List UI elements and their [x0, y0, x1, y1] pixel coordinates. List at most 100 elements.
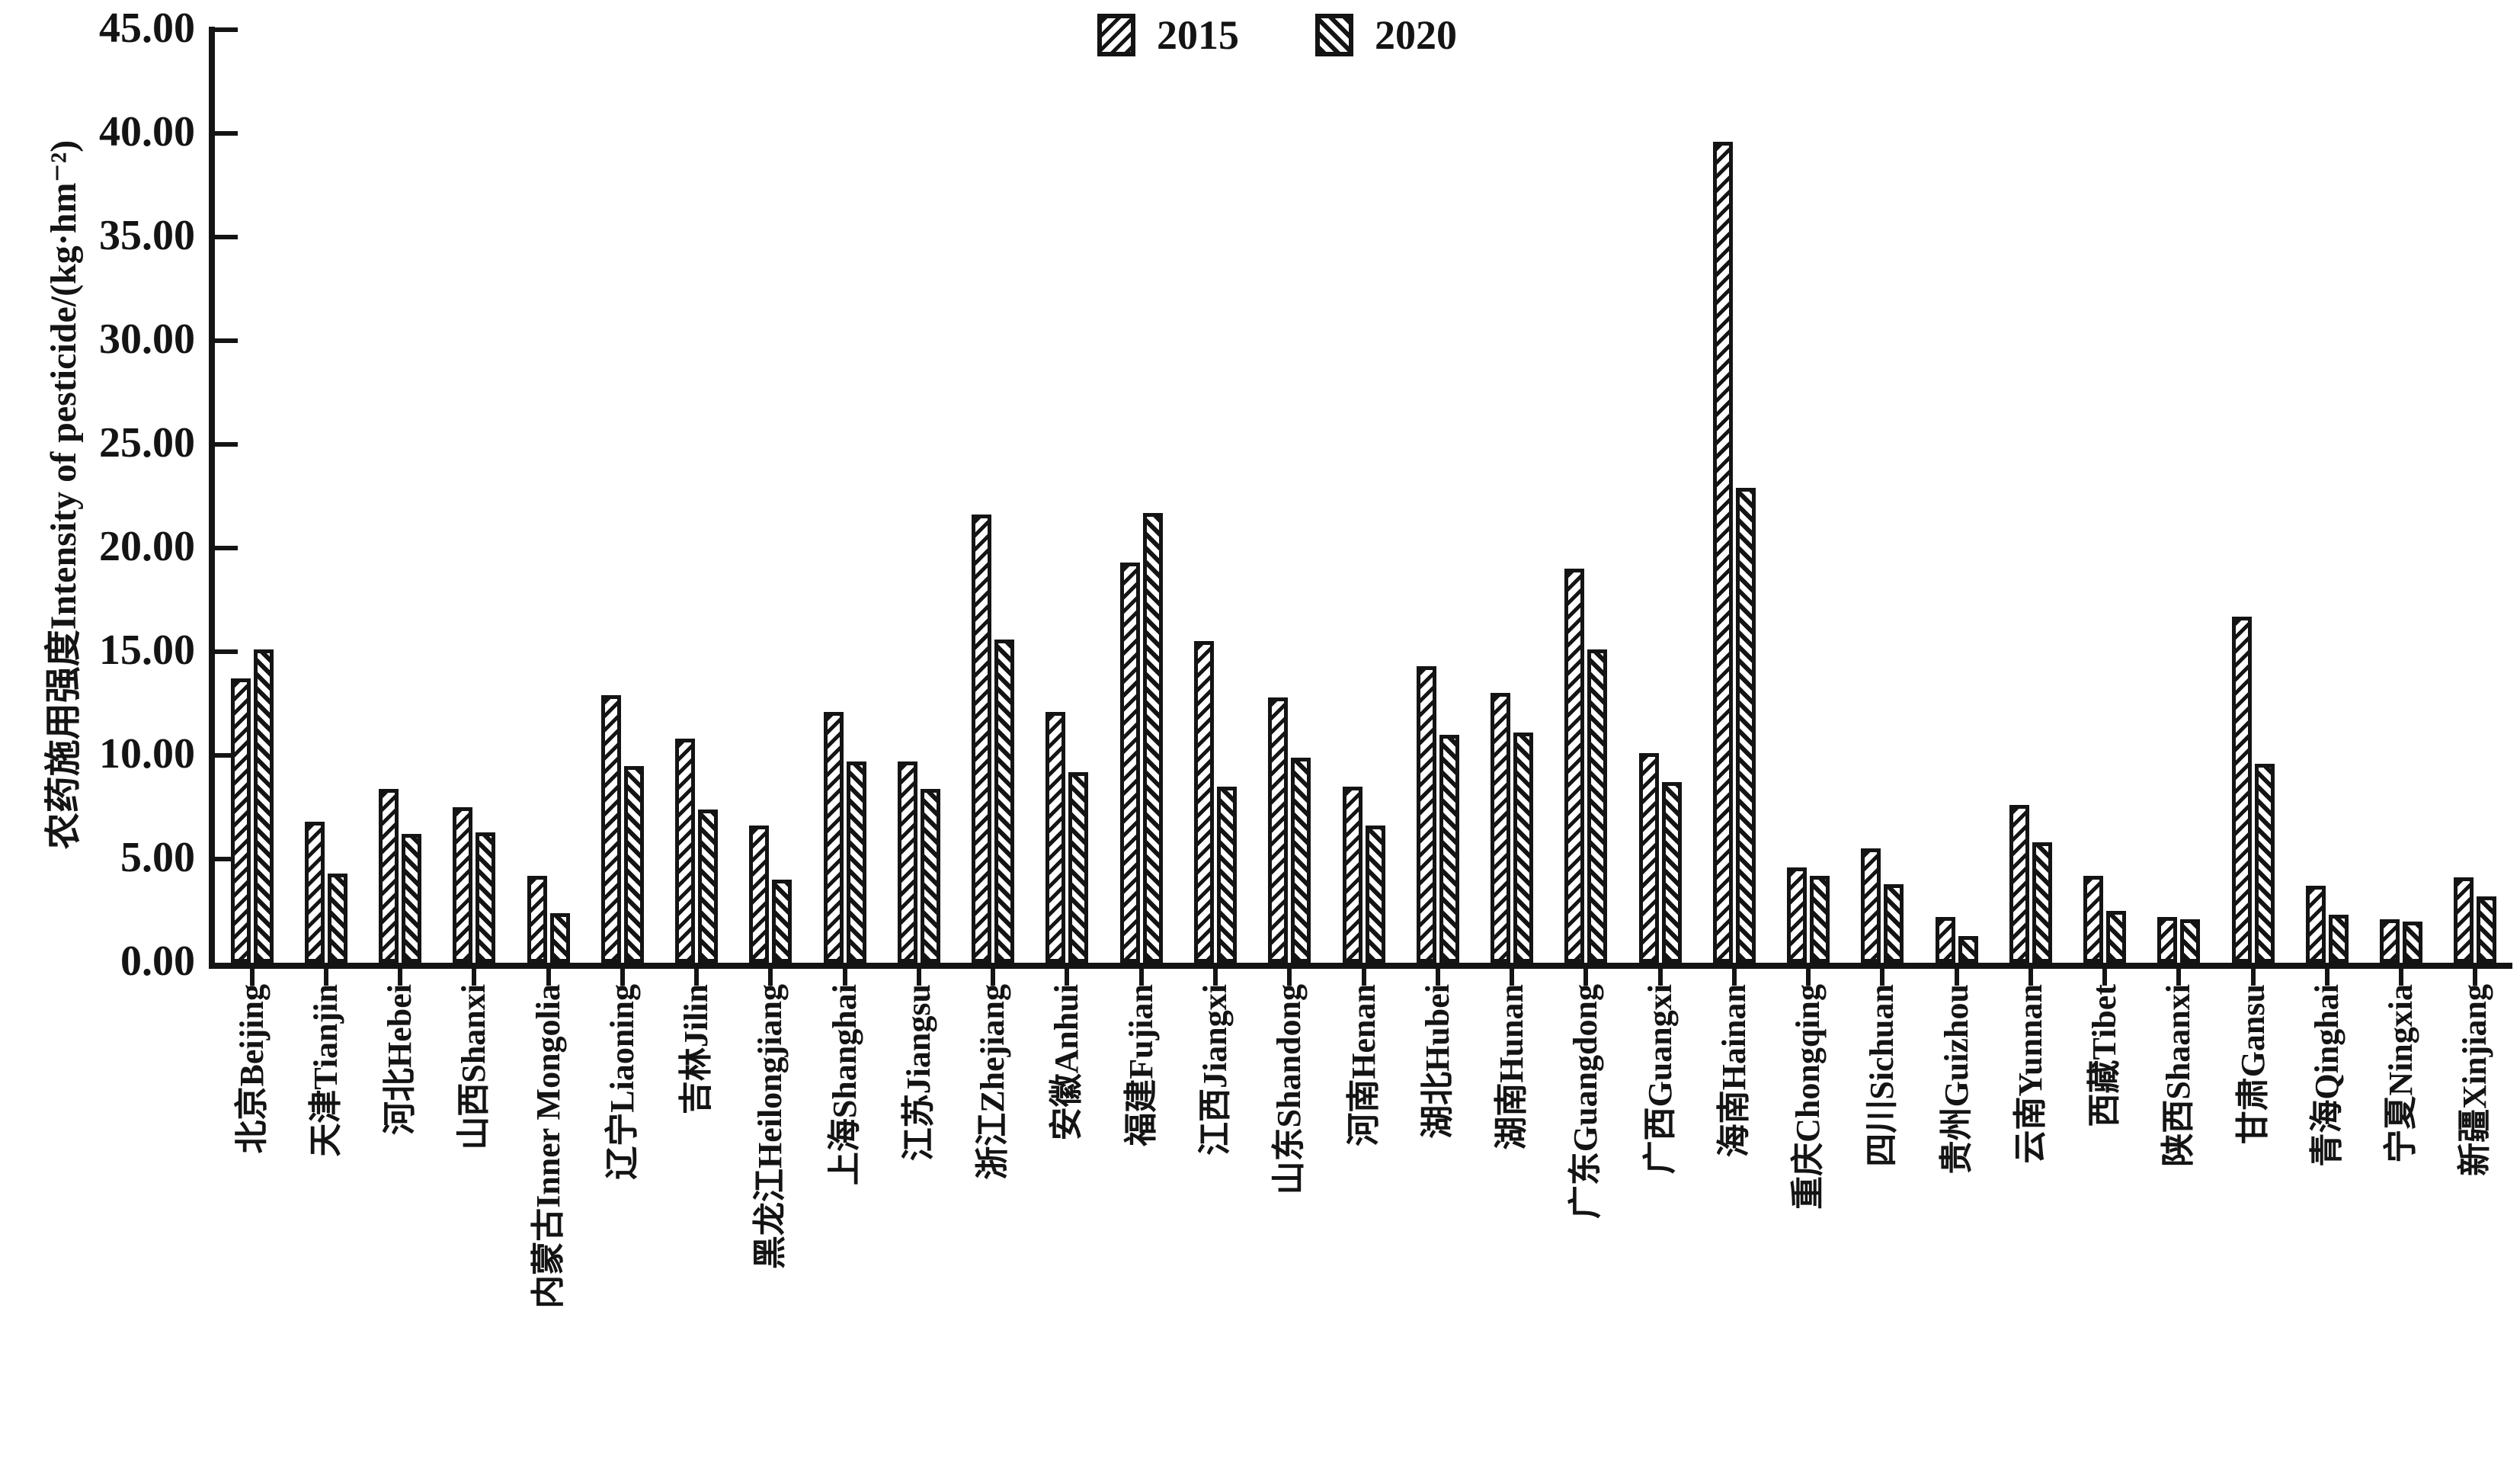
- bar-2015-27: [2157, 917, 2178, 963]
- bar-2015-21: [1712, 141, 1733, 963]
- bar-2020-22: [1810, 875, 1830, 963]
- y-tick-label: 0.00: [120, 938, 195, 985]
- y-tick-mark: [215, 131, 238, 136]
- x-category-label: 广西Guangxi: [1641, 984, 1679, 1175]
- x-category-label: 上海Shanghai: [825, 984, 863, 1186]
- x-tick-mark: [916, 969, 921, 986]
- x-tick-mark: [620, 969, 625, 986]
- bar-2020-14: [1216, 786, 1237, 963]
- legend-label-2020: 2020: [1375, 12, 1457, 58]
- y-tick-mark: [215, 235, 238, 239]
- bar-2015-3: [379, 788, 399, 963]
- bar-2020-1: [253, 649, 274, 963]
- x-tick-mark: [1287, 969, 1292, 986]
- bar-2015-31: [2454, 877, 2474, 963]
- bar-2020-6: [623, 765, 644, 963]
- bar-2020-26: [2106, 911, 2127, 963]
- x-category-label: 安徽Anhui: [1048, 984, 1086, 1141]
- x-tick-mark: [842, 969, 847, 986]
- x-tick-mark: [2102, 969, 2108, 986]
- y-tick-mark: [215, 27, 238, 32]
- x-category-label: 湖南Hunan: [1493, 984, 1531, 1150]
- bar-2015-20: [1638, 753, 1659, 963]
- bar-2020-21: [1735, 488, 1756, 963]
- legend-swatch-2020-hatch-icon: [1315, 14, 1353, 56]
- bar-2015-17: [1416, 666, 1436, 963]
- bar-2020-12: [1068, 771, 1089, 963]
- bar-2020-10: [920, 788, 940, 963]
- y-tick-mark: [215, 649, 238, 654]
- x-axis-line: [209, 963, 2512, 969]
- x-tick-mark: [1361, 969, 1366, 986]
- x-category-label: 云南Yunnan: [2011, 984, 2049, 1164]
- y-tick-mark: [215, 857, 238, 861]
- x-tick-mark: [1583, 969, 1589, 986]
- x-tick-mark: [2176, 969, 2182, 986]
- x-tick-mark: [249, 969, 255, 986]
- bar-2020-4: [476, 832, 496, 963]
- y-tick-label: 45.00: [99, 5, 195, 52]
- bar-2015-30: [2380, 919, 2400, 963]
- x-tick-mark: [323, 969, 328, 986]
- bar-2015-1: [230, 678, 251, 963]
- bar-2015-15: [1268, 697, 1289, 963]
- x-category-label: 广东Guangdong: [1567, 984, 1605, 1220]
- x-tick-mark: [1657, 969, 1663, 986]
- bar-2015-6: [600, 695, 621, 963]
- x-category-label: 贵州Guizhou: [1937, 984, 1975, 1175]
- x-tick-mark: [1138, 969, 1144, 986]
- bar-2015-26: [2083, 875, 2104, 963]
- x-tick-mark: [2250, 969, 2256, 986]
- legend-item-2020: 2020: [1315, 14, 1457, 56]
- x-tick-mark: [1880, 969, 1885, 986]
- x-category-label: 河南Henan: [1344, 984, 1382, 1146]
- bar-2015-7: [675, 739, 696, 963]
- bar-2015-12: [1045, 711, 1066, 963]
- x-tick-mark: [1731, 969, 1737, 986]
- x-category-label: 甘肃Gansu: [2233, 984, 2272, 1145]
- x-category-label: 山东Shandong: [1270, 984, 1308, 1195]
- bar-2020-9: [846, 761, 866, 963]
- y-tick-mark: [215, 546, 238, 550]
- bar-2020-13: [1142, 512, 1163, 963]
- y-tick-mark: [215, 338, 238, 343]
- x-tick-mark: [1806, 969, 1811, 986]
- bar-2020-11: [994, 639, 1015, 963]
- x-category-label: 浙江Zhejiang: [974, 984, 1012, 1180]
- bar-2015-8: [749, 826, 770, 963]
- x-category-label: 江苏Jiangsu: [899, 984, 937, 1162]
- bar-2015-11: [972, 515, 992, 963]
- legend-swatch-2015-hatch-icon: [1097, 14, 1135, 56]
- bar-2020-23: [1884, 883, 1904, 963]
- bar-2020-18: [1513, 733, 1534, 963]
- bar-2015-23: [1861, 848, 1881, 963]
- x-tick-mark: [2324, 969, 2329, 986]
- x-category-label: 内蒙古Inner Mongolia: [529, 984, 567, 1309]
- bar-2020-15: [1291, 757, 1311, 963]
- bar-2015-24: [1935, 917, 1955, 963]
- bar-2015-18: [1491, 693, 1511, 963]
- legend-item-2015: 2015: [1097, 14, 1239, 56]
- y-tick-label: 20.00: [99, 523, 195, 570]
- bar-2020-29: [2328, 915, 2349, 963]
- y-tick-mark: [215, 753, 238, 758]
- x-tick-mark: [1510, 969, 1515, 986]
- bar-2015-28: [2231, 616, 2252, 963]
- x-tick-mark: [694, 969, 700, 986]
- bar-2020-7: [698, 809, 719, 963]
- bar-2020-24: [1958, 935, 1978, 963]
- bar-2020-30: [2403, 921, 2423, 963]
- bar-2015-9: [823, 711, 844, 963]
- x-tick-mark: [2473, 969, 2478, 986]
- x-tick-mark: [2028, 969, 2033, 986]
- bar-2015-10: [897, 761, 917, 963]
- bar-2015-19: [1564, 569, 1585, 963]
- x-category-label: 西藏Tibet: [2086, 984, 2124, 1127]
- bar-2015-2: [304, 822, 325, 963]
- bar-2015-4: [453, 807, 473, 963]
- x-tick-mark: [991, 969, 996, 986]
- y-tick-label: 35.00: [99, 212, 195, 259]
- x-category-label: 青海Qinghai: [2307, 984, 2345, 1167]
- x-category-label: 吉林Jilin: [677, 984, 716, 1115]
